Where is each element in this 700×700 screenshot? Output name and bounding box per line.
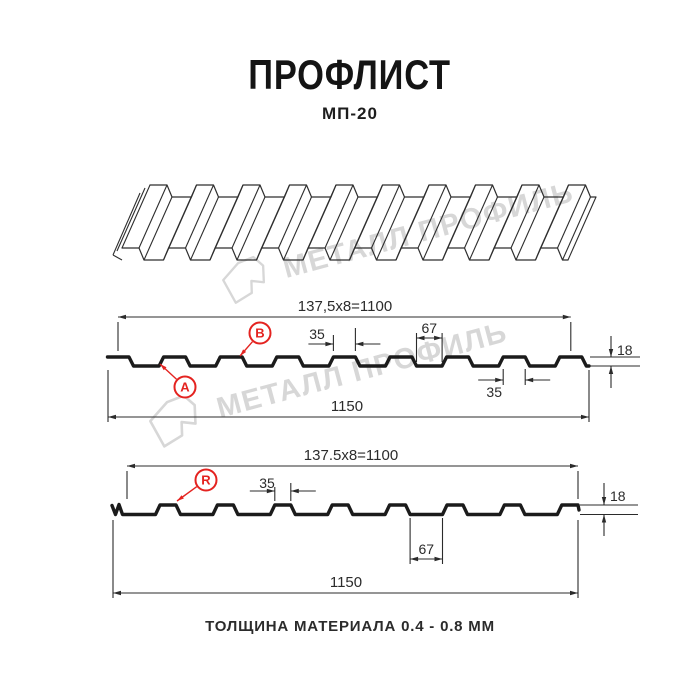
dim-arrowhead	[127, 463, 135, 469]
sheet-edge-line	[370, 184, 401, 249]
dim-arrowhead	[601, 497, 607, 505]
sheet-edge-line	[329, 196, 359, 261]
valley-dim-text: 67	[419, 541, 435, 557]
dim-arrowhead	[240, 349, 247, 356]
dim-arrowhead	[570, 463, 578, 469]
page-subtitle: МП-20	[322, 104, 378, 123]
sheet-edge-line	[282, 196, 313, 261]
watermark-brand-lower: МЕТАЛЛ ПРОФИЛЬ	[142, 309, 513, 452]
rib-dim-text: 35	[486, 384, 502, 400]
sheet-back-profile	[149, 184, 597, 198]
sheet-edge-line	[189, 196, 220, 261]
rib-dim-text: 35	[259, 475, 275, 491]
brand-logo-icon	[222, 255, 266, 304]
sheet-edge-line	[561, 196, 592, 261]
sheet-edge-line	[277, 184, 308, 249]
sheet-edge-line	[510, 184, 540, 249]
dim-arrowhead	[355, 341, 364, 347]
height-dim-text: 18	[610, 488, 626, 504]
height-dim-text: 18	[617, 342, 633, 358]
total-dim-text: 1150	[330, 574, 362, 591]
sheet-edge-line	[567, 196, 597, 261]
dim-arrowhead	[177, 495, 184, 501]
dim-arrowhead	[434, 556, 443, 562]
dim-arrowhead	[118, 314, 126, 320]
watermark-brand-upper: МЕТАЛЛ ПРОФИЛЬ	[216, 171, 579, 308]
rib-dim-text: 35	[309, 326, 325, 342]
dim-arrowhead	[266, 488, 275, 494]
label-letter: R	[201, 473, 211, 488]
label-circle	[248, 321, 272, 345]
valley-dim-text: 67	[422, 320, 438, 336]
dim-arrowhead	[562, 314, 571, 320]
sheet-edge-line	[422, 196, 452, 261]
label-circle	[194, 468, 218, 492]
sheet-edge-line	[463, 184, 494, 249]
dim-arrowhead	[608, 366, 614, 374]
dim-arrowhead	[570, 590, 578, 596]
profile-side-r-outline	[110, 502, 581, 517]
span-dim-text: 137,5x8=1100	[298, 298, 392, 315]
sheet-front-profile	[121, 247, 569, 261]
dim-arrowhead	[410, 556, 419, 562]
dim-arrowhead	[581, 414, 589, 420]
dim-arrowhead	[434, 335, 443, 341]
label-circle	[173, 375, 197, 399]
sheet-edge-line	[121, 184, 151, 249]
dim-arrowhead	[601, 514, 607, 523]
label-letter: A	[180, 380, 190, 395]
dim-arrowhead	[290, 488, 299, 494]
span-dim-text: 137.5x8=1100	[304, 447, 398, 464]
sheet-cut-edge	[116, 187, 146, 252]
sheet-edge-line	[556, 184, 587, 249]
sheet-cut-edge	[112, 192, 141, 256]
dim-arrowhead	[525, 377, 534, 383]
sheet-edge-line	[236, 196, 266, 261]
sheet-edge-line	[515, 196, 545, 261]
dim-arrowhead	[608, 349, 614, 357]
sheet-edge-line	[138, 184, 168, 249]
profile-side-a-outline	[105, 355, 591, 368]
dim-arrowhead	[325, 341, 334, 347]
sheet-edge-line	[375, 196, 406, 261]
dim-arrowhead	[495, 377, 504, 383]
dim-arrowhead	[108, 414, 116, 420]
sheet-edge-line	[184, 184, 215, 249]
sheet-cut-edge	[112, 254, 123, 261]
page-title: ПРОФЛИСТ	[248, 51, 452, 98]
sheet-edge-line	[417, 184, 447, 249]
brand-logo-icon	[149, 394, 197, 448]
dim-arrowhead	[113, 590, 121, 596]
sheet-edge-line	[324, 184, 354, 249]
sheet-edge-line	[468, 196, 499, 261]
dim-arrowhead	[416, 335, 425, 341]
header: ПРОФЛИСТ МП-20	[0, 54, 700, 124]
total-dim-text: 1150	[331, 398, 363, 415]
label-letter: B	[255, 326, 264, 341]
material-thickness-note: ТОЛЩИНА МАТЕРИАЛА 0.4 - 0.8 ММ	[205, 618, 495, 635]
sheet-edge-line	[231, 184, 261, 249]
sheet-edge-line	[143, 196, 173, 261]
dim-arrowhead	[160, 364, 167, 371]
